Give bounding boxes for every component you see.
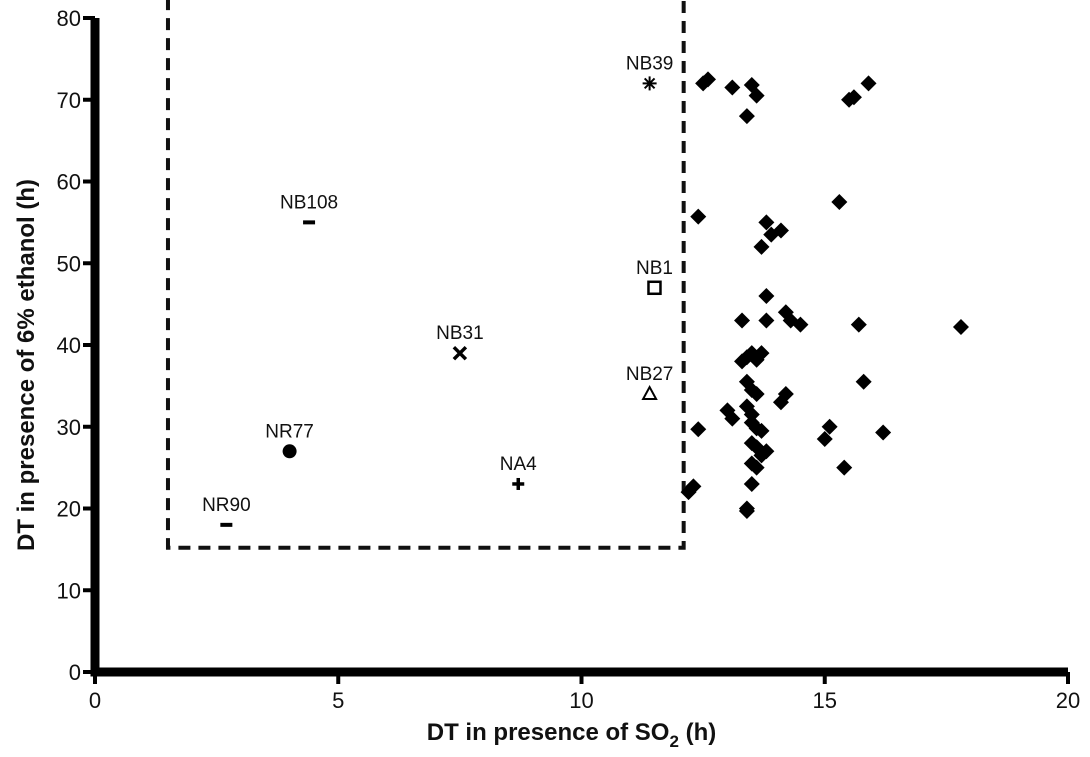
diamond-point [758,287,775,304]
diamond-point [743,475,760,492]
x-tick-label: 0 [89,688,101,713]
diamond-point [836,459,853,476]
point-label: NB31 [436,323,484,344]
labeled-point: NB27 [626,364,674,401]
y-tick-label: 40 [57,333,81,358]
diamond-point [753,422,770,439]
x-tick-label: 5 [332,688,344,713]
labeled-point: NR77 [265,421,314,459]
diamond-point [748,459,765,476]
y-axis-ticks: 0 10 20 30 40 50 60 70 80 [57,6,95,685]
y-tick-label: 0 [69,660,81,685]
square-marker [647,280,662,296]
x-axis-title-subscript: 2 [669,732,678,751]
labeled-point: NB39 [626,53,674,91]
diamond-point [699,71,716,88]
diamond-point [772,222,789,239]
diamond-point [758,312,775,329]
point-label: NB39 [626,53,674,74]
diamond-point [831,193,848,210]
diamond-point [772,394,789,411]
y-tick-label: 60 [57,170,81,195]
x-axis-title-unit: (h) [679,719,716,746]
labeled-point: NB108 [280,192,338,225]
x-axis-ticks: 0 5 10 15 20 [89,672,1080,713]
diamond-point [952,319,969,336]
x-tick-label: 20 [1056,688,1080,713]
diamond-point [821,418,838,435]
x-axis-title: DT in presence of SO2 (h) [427,719,717,751]
point-label: NR77 [265,421,314,442]
diamond-point [845,89,862,106]
diamond-point [738,108,755,125]
diamond-point [724,79,741,96]
labeled-point: NB31 [436,323,484,361]
diamond-point [860,75,877,92]
diamond-series [680,71,969,519]
x-tick-label: 15 [813,688,837,713]
y-axis-title: DT in presence of 6% ethanol (h) [13,179,40,551]
y-tick-label: 80 [57,6,81,31]
labeled-point: NB1 [636,258,673,296]
diamond-point [690,208,707,225]
x-axis-title-main: DT in presence of SO [427,719,670,746]
diamond-point [758,443,775,460]
y-tick-label: 10 [57,578,81,603]
y-tick-label: 20 [57,497,81,522]
dashed-region-box [165,0,686,550]
triangle-marker [641,384,658,401]
point-label: NB1 [636,258,673,279]
point-label: NB108 [280,192,338,213]
labeled-point: NR90 [202,495,251,527]
x-marker [452,345,468,361]
labeled-strains: NB39 NB108 NB1 NB31 NB27 NR77 NA4 NR90 [202,53,674,527]
diamond-point [748,87,765,104]
circle-marker [282,444,297,459]
y-tick-label: 50 [57,251,81,276]
point-label: NB27 [626,364,674,385]
diamond-point [734,312,751,329]
asterisk-marker [643,77,656,90]
y-tick-label: 30 [57,415,81,440]
diamond-point [738,502,755,519]
diamond-point [753,238,770,255]
diamond-point [724,410,741,427]
diamond-point [690,421,707,438]
y-tick-label: 70 [57,88,81,113]
diamond-point [734,353,751,370]
diamond-point [748,386,765,403]
labeled-point: NA4 [500,454,537,490]
point-label: NA4 [500,454,537,475]
diamond-point [850,316,867,333]
diamond-point [753,345,770,362]
diamond-point [855,373,872,390]
diamond-point [758,214,775,231]
diamond-point [685,478,702,495]
diamond-point [816,431,833,448]
diamond-point [875,424,892,441]
diamond-point [743,406,760,423]
point-label: NR90 [202,495,251,516]
x-tick-label: 10 [569,688,593,713]
diamond-point [792,316,809,333]
